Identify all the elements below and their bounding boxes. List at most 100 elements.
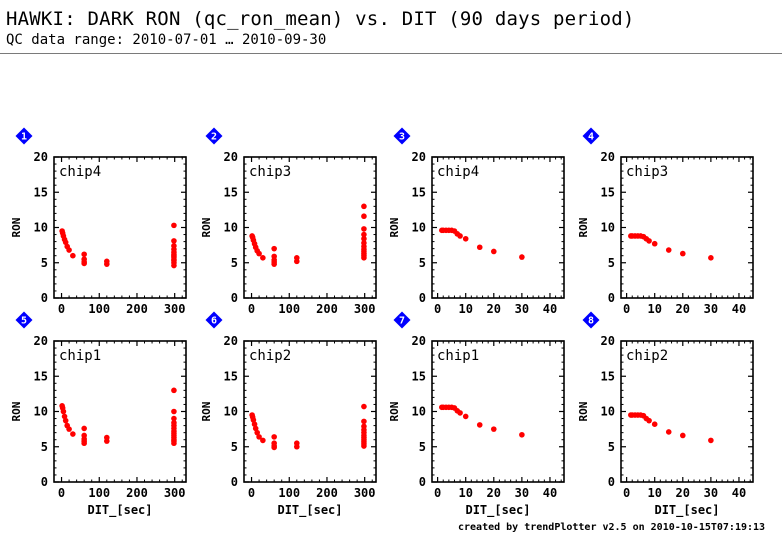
x-tick-label: 30: [515, 486, 529, 500]
x-tick-label: 200: [316, 302, 338, 316]
y-tick-label: 0: [419, 291, 426, 305]
x-tick-label: 0: [58, 486, 65, 500]
panel-number: 8: [588, 316, 594, 327]
x-tick-label: 30: [515, 302, 529, 316]
data-point: [171, 408, 177, 415]
y-tick-label: 15: [224, 185, 238, 199]
panel-badge: [205, 311, 223, 329]
panel-badge: [582, 311, 600, 329]
x-tick-label: 0: [434, 302, 441, 316]
y-tick-label: 5: [231, 256, 238, 270]
data-point: [81, 260, 87, 267]
x-tick-label: 30: [704, 486, 718, 500]
data-point: [462, 413, 469, 420]
x-tick-label: 200: [316, 486, 338, 500]
data-point: [260, 255, 266, 261]
x-tick-label: 40: [543, 486, 557, 500]
y-tick-label: 5: [231, 440, 238, 454]
y-tick-label: 10: [601, 221, 615, 235]
y-tick-label: 10: [34, 221, 48, 235]
x-axis-label: DIT_[sec]: [277, 503, 342, 518]
y-tick-label: 5: [419, 440, 426, 454]
y-tick-label: 0: [41, 475, 48, 489]
x-tick-label: 40: [732, 302, 746, 316]
x-axis-label: DIT_[sec]: [465, 503, 530, 518]
y-tick-label: 15: [412, 369, 426, 383]
panel-number: 3: [399, 132, 405, 143]
x-tick-label: 30: [704, 302, 718, 316]
y-tick-label: 20: [601, 334, 615, 348]
y-axis-label: RON: [388, 218, 401, 238]
page-title: HAWKI: DARK RON (qc_ron_mean) vs. DIT (9…: [6, 8, 635, 30]
y-tick-label: 20: [412, 150, 426, 164]
data-point: [70, 431, 76, 437]
x-tick-label: 10: [458, 302, 472, 316]
panel-label: chip4: [437, 164, 479, 180]
x-tick-label: 300: [354, 486, 376, 500]
x-tick-label: 100: [278, 302, 300, 316]
x-tick-label: 100: [278, 486, 300, 500]
y-axis-label: RON: [10, 218, 23, 238]
data-point: [708, 437, 714, 444]
data-point: [361, 403, 367, 410]
x-tick-label: 200: [126, 486, 148, 500]
y-tick-label: 5: [419, 256, 426, 270]
panel-label: chip2: [626, 348, 668, 364]
data-point: [361, 213, 367, 220]
data-point: [679, 432, 686, 439]
data-point: [519, 431, 525, 438]
x-tick-label: 0: [248, 486, 255, 500]
data-point: [61, 413, 68, 420]
x-tick-label: 10: [647, 302, 661, 316]
x-tick-label: 20: [487, 302, 501, 316]
y-tick-label: 0: [231, 291, 238, 305]
data-point: [66, 426, 72, 432]
data-point: [361, 235, 367, 242]
data-point: [104, 261, 110, 267]
data-point: [254, 429, 260, 436]
y-tick-label: 0: [608, 291, 615, 305]
y-tick-label: 15: [34, 185, 48, 199]
x-tick-label: 0: [248, 302, 255, 316]
panel-label: chip1: [59, 348, 101, 364]
y-tick-label: 0: [419, 475, 426, 489]
y-tick-label: 15: [601, 185, 615, 199]
x-tick-label: 20: [676, 302, 690, 316]
y-tick-label: 10: [412, 405, 426, 419]
panel-label: chip3: [626, 164, 668, 180]
creation-credit: created by trendPlotter v2.5 on 2010-10-…: [458, 522, 766, 533]
data-point: [361, 226, 367, 232]
x-tick-label: 40: [543, 302, 557, 316]
panel-number: 5: [21, 316, 27, 327]
data-point: [171, 262, 177, 269]
x-tick-label: 0: [58, 302, 65, 316]
data-point: [271, 245, 277, 252]
y-tick-label: 20: [34, 334, 48, 348]
data-point: [651, 421, 658, 427]
panel-number: 6: [211, 316, 217, 327]
data-point: [646, 238, 652, 244]
data-point: [81, 425, 87, 432]
panel-label: chip4: [59, 164, 101, 180]
x-tick-label: 300: [354, 302, 376, 316]
y-tick-label: 5: [608, 256, 615, 270]
data-point: [519, 254, 525, 260]
panel-label: chip1: [437, 348, 479, 364]
qc-data-range: QC data range: 2010-07-01 … 2010-09-30: [6, 32, 327, 48]
y-tick-label: 20: [34, 150, 48, 164]
data-point: [66, 247, 72, 253]
panel-number: 4: [588, 132, 594, 143]
y-tick-label: 15: [601, 369, 615, 383]
y-axis-label: RON: [200, 402, 213, 422]
y-tick-label: 5: [608, 440, 615, 454]
panel-number: 2: [211, 132, 217, 143]
y-tick-label: 10: [224, 221, 238, 235]
y-tick-label: 10: [412, 221, 426, 235]
data-point: [646, 417, 652, 424]
